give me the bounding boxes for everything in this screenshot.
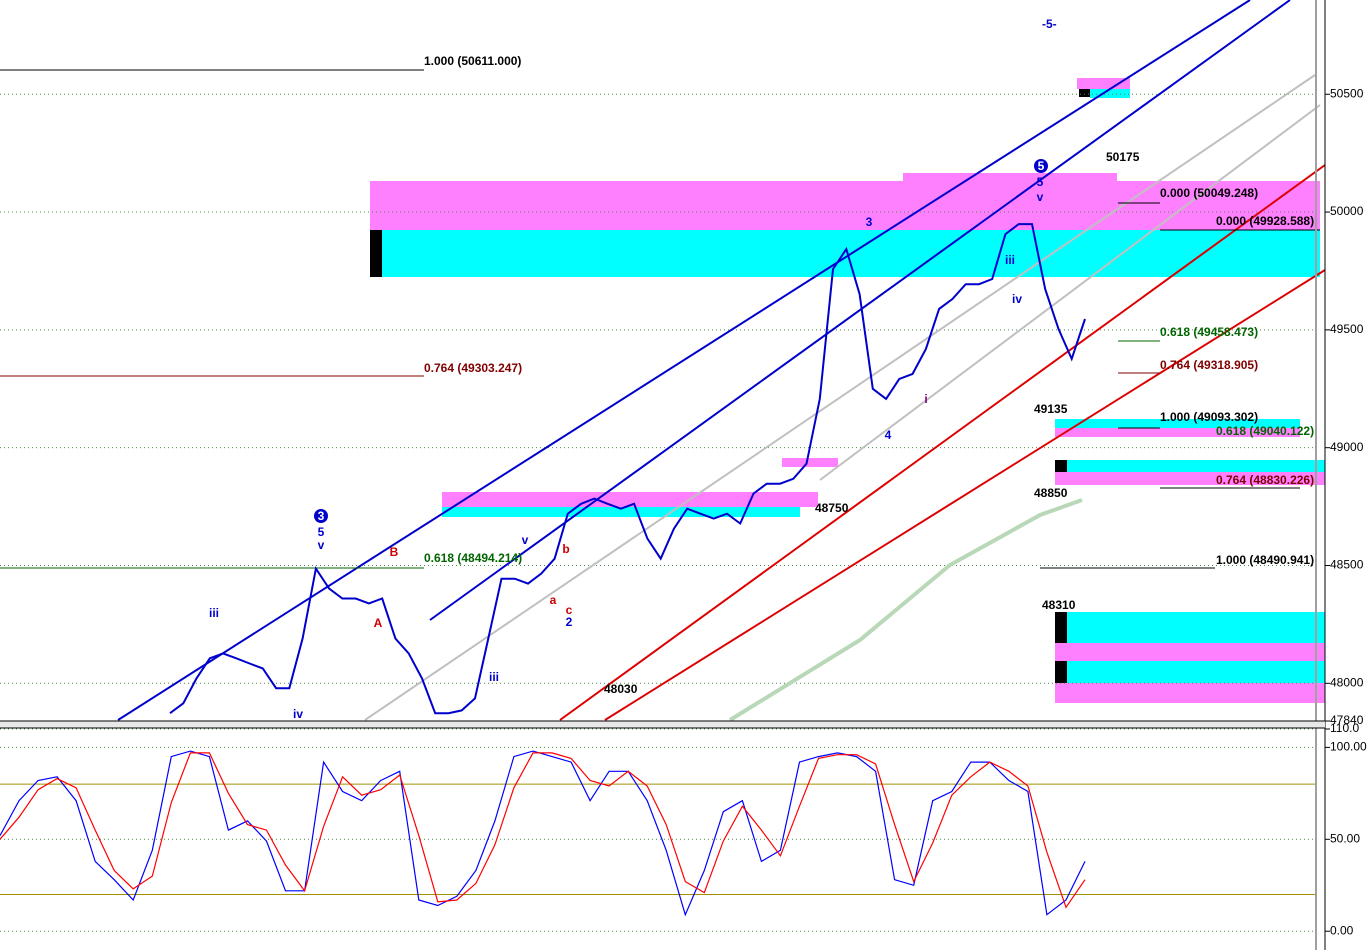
annotation: -5- bbox=[1042, 17, 1057, 31]
zone bbox=[1055, 612, 1325, 643]
y-tick-label: 49500 bbox=[1330, 322, 1364, 336]
annotation: v bbox=[318, 538, 325, 552]
trendline bbox=[559, 164, 1326, 721]
zones bbox=[370, 78, 1325, 703]
annotation: 0.618 (49040.122) bbox=[1216, 424, 1314, 438]
annotation: 2 bbox=[566, 615, 573, 629]
trendline bbox=[429, 0, 1291, 621]
annotation: A bbox=[374, 616, 383, 630]
zone-marker bbox=[1079, 89, 1090, 97]
annotation: 0.764 (49303.247) bbox=[424, 361, 522, 375]
y-tick-label: 48000 bbox=[1330, 675, 1364, 689]
moving-average bbox=[728, 498, 1083, 722]
zone bbox=[1055, 661, 1325, 683]
annotation: 48750 bbox=[815, 501, 849, 515]
annotation: 0.000 (50049.248) bbox=[1160, 186, 1258, 200]
y-tick-label: 48500 bbox=[1330, 558, 1364, 572]
y-tick-label: 0.00 bbox=[1330, 923, 1354, 937]
annotation: 49135 bbox=[1034, 402, 1068, 416]
y-tick-label: 50500 bbox=[1330, 86, 1364, 100]
annotation: c bbox=[566, 603, 573, 617]
zone bbox=[1055, 460, 1325, 472]
trendlines bbox=[0, 0, 1326, 722]
zone bbox=[1055, 428, 1300, 437]
annotation: 0.618 (49458.473) bbox=[1160, 325, 1258, 339]
zone-marker bbox=[1055, 612, 1067, 643]
zone bbox=[1055, 419, 1300, 428]
annotation: iv bbox=[1012, 292, 1022, 306]
annotation: 0.000 (49928.588) bbox=[1216, 214, 1314, 228]
zone bbox=[442, 507, 800, 517]
zone bbox=[1090, 89, 1130, 98]
y-tick-label: 47840 bbox=[1330, 713, 1364, 727]
annotation: b bbox=[562, 542, 569, 556]
annotation: 5 bbox=[318, 525, 325, 539]
panel-separator bbox=[0, 721, 1325, 728]
trendline bbox=[117, 0, 1251, 721]
series-line bbox=[0, 750, 1086, 917]
annotation: B bbox=[390, 545, 399, 559]
annotation: v bbox=[1037, 190, 1044, 204]
y-tick-label: 110.0 bbox=[1330, 721, 1359, 735]
trendline bbox=[819, 104, 1321, 481]
y-tick-label: 50.00 bbox=[1330, 831, 1360, 845]
zone bbox=[1055, 683, 1325, 703]
zone-marker bbox=[1055, 661, 1067, 683]
zone bbox=[1077, 78, 1130, 89]
annotation: 48850 bbox=[1034, 486, 1068, 500]
series-line bbox=[0, 752, 1086, 909]
zone bbox=[370, 181, 1320, 230]
trendline bbox=[364, 74, 1316, 721]
annotation: a bbox=[550, 593, 557, 607]
annotation: 48030 bbox=[604, 682, 638, 696]
annotation: v bbox=[522, 533, 529, 547]
trendline bbox=[604, 269, 1326, 721]
annotation: 50175 bbox=[1106, 150, 1140, 164]
zone-marker bbox=[1055, 460, 1067, 472]
y-tick-label: 49000 bbox=[1330, 440, 1364, 454]
wave-circle bbox=[1034, 159, 1048, 173]
annotation: 48310 bbox=[1042, 598, 1076, 612]
zone bbox=[903, 173, 1117, 181]
y-tick-label: 100.00 bbox=[1330, 740, 1367, 754]
annotation: 1.000 (50611.000) bbox=[424, 54, 521, 68]
series-line bbox=[169, 223, 1086, 715]
zone bbox=[782, 458, 838, 467]
zone-marker bbox=[370, 230, 382, 277]
annotation: 3 bbox=[866, 215, 873, 229]
annotation: 1.000 (49093.302) bbox=[1160, 410, 1258, 424]
marks bbox=[0, 223, 1086, 917]
wave-label: 5 bbox=[1038, 159, 1045, 173]
annotation: iii bbox=[489, 670, 499, 684]
annotation: iii bbox=[209, 606, 219, 620]
wave-circle bbox=[314, 509, 328, 523]
wave-label: 3 bbox=[318, 509, 325, 523]
annotation: iii bbox=[1005, 253, 1015, 267]
annotation: i bbox=[924, 392, 927, 406]
annotation: 0.618 (48494.214) bbox=[424, 551, 522, 565]
zone bbox=[1055, 643, 1325, 661]
annotation: 0.764 (49318.905) bbox=[1160, 358, 1258, 372]
zone bbox=[1055, 472, 1325, 485]
annotation: 4 bbox=[885, 428, 892, 442]
annotation: 5 bbox=[1037, 175, 1044, 189]
annotation: 0.764 (48830.226) bbox=[1216, 473, 1314, 487]
y-tick-label: 50000 bbox=[1330, 204, 1364, 218]
zone bbox=[442, 492, 818, 507]
annotation: iv bbox=[293, 707, 303, 721]
annotation: 1.000 (48490.941) bbox=[1216, 553, 1314, 567]
